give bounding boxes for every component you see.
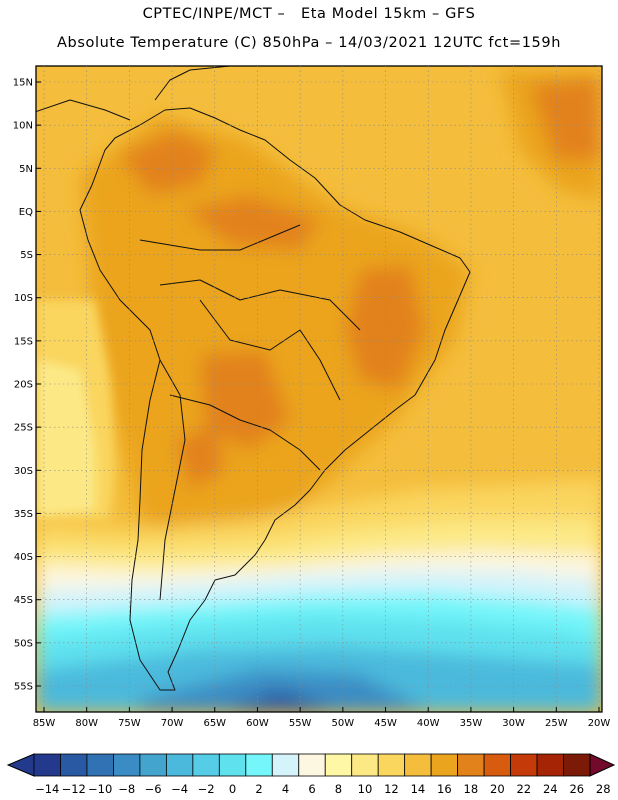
colorbar-label: 4 [282, 782, 289, 796]
colorbar-swatch [510, 753, 538, 777]
lat-label: 45S [14, 595, 33, 606]
colorbar-swatch [377, 753, 406, 777]
colorbar-swatch [536, 753, 564, 777]
colorbar-label: 12 [384, 782, 399, 796]
colorbar-label: −12 [62, 782, 86, 796]
colorbar-swatch [430, 753, 459, 777]
lat-label: 20S [14, 380, 33, 391]
colorbar-label: 14 [411, 782, 426, 796]
colorbar-label: −4 [171, 782, 188, 796]
colorbar-swatch [60, 753, 88, 777]
lon-label: 30W [502, 718, 525, 729]
lat-label: 5N [19, 164, 33, 175]
colorbar-label: 2 [255, 782, 262, 796]
lat-label: 5S [20, 250, 33, 261]
colorbar-swatch [298, 753, 326, 777]
temperature-colorbar: −14 −12 −10 −8 −6 −4 −2 0 2 4 6 8 10 12 14 16 18 20 22 24 26… [6, 753, 616, 796]
lon-label: 50W [332, 718, 355, 729]
lat-label: 55S [14, 682, 33, 693]
colorbar-label: −10 [88, 782, 112, 796]
colorbar-swatch [457, 753, 485, 777]
lon-label: 55W [289, 718, 312, 729]
lat-label: 10S [14, 293, 33, 304]
colorbar-label: 28 [596, 782, 611, 796]
lat-label: 10N [13, 121, 33, 132]
colorbar-label: −2 [198, 782, 215, 796]
lon-label: 80W [75, 718, 98, 729]
latitude-labels: 15N 10N 5N EQ 5S 10S 15S 20S 25S 30S 35S 40S 45S 50S 5… [13, 78, 33, 693]
colorbar-swatch [113, 753, 141, 777]
colorbar-label: 8 [335, 782, 342, 796]
colorbar-swatch [192, 753, 220, 777]
graticule [36, 66, 602, 712]
colorbar-under-arrow [6, 753, 35, 777]
colorbar-label: 26 [569, 782, 584, 796]
map-title-line-1: CPTEC/INPE/MCT – Eta Model 15km – GFS [142, 6, 476, 22]
lat-label: 25S [14, 423, 33, 434]
colorbar-swatch [351, 753, 379, 777]
colorbar-swatch [324, 753, 353, 777]
colorbar-label: 20 [490, 782, 505, 796]
lon-label: 65W [203, 718, 226, 729]
lon-label: 75W [118, 718, 141, 729]
lon-label: 60W [246, 718, 269, 729]
colorbar-label: 0 [229, 782, 236, 796]
lat-label: EQ [19, 207, 33, 218]
colorbar-label: 18 [464, 782, 479, 796]
colorbar-swatch [563, 753, 591, 777]
lon-label: 25W [545, 718, 568, 729]
longitude-labels: 85W 80W 75W 70W 65W 60W 55W 50W 45W 40W 35W 30W 25W 2… [33, 718, 611, 729]
lat-label: 30S [14, 466, 33, 477]
lat-label: 50S [14, 638, 33, 649]
map-frame [35, 65, 603, 713]
colorbar-swatch [139, 753, 167, 777]
colorbar-label: 24 [543, 782, 558, 796]
colorbar-swatch [483, 753, 511, 777]
lon-label: 40W [417, 718, 440, 729]
coastlines [36, 66, 471, 691]
colorbar-swatch [404, 753, 432, 777]
lon-label: 70W [161, 718, 184, 729]
colorbar-swatch [271, 753, 300, 777]
lon-label: 35W [460, 718, 483, 729]
colorbar-swatch [86, 753, 114, 777]
lat-label: 35S [14, 509, 33, 520]
colorbar-label: −6 [145, 782, 162, 796]
lat-label: 15N [13, 78, 33, 89]
colorbar-over-arrow [589, 753, 616, 777]
colorbar-swatch [218, 753, 247, 777]
lon-label: 45W [374, 718, 397, 729]
lat-label: 15S [14, 336, 33, 347]
lat-label: 40S [14, 552, 33, 563]
lon-label: 85W [33, 718, 56, 729]
colorbar-label: 6 [308, 782, 315, 796]
colorbar-label: −14 [35, 782, 59, 796]
map-title-line-2: Absolute Temperature (C) 850hPa – 14/03/… [57, 35, 561, 51]
colorbar-label: 22 [516, 782, 531, 796]
lon-label: 20W [588, 718, 611, 729]
colorbar-label: −8 [118, 782, 135, 796]
colorbar-swatch [245, 753, 273, 777]
temperature-field [36, 66, 602, 712]
colorbar-swatch [33, 753, 61, 777]
colorbar-swatch [165, 753, 194, 777]
colorbar-label: 16 [437, 782, 452, 796]
colorbar-label: 10 [358, 782, 373, 796]
